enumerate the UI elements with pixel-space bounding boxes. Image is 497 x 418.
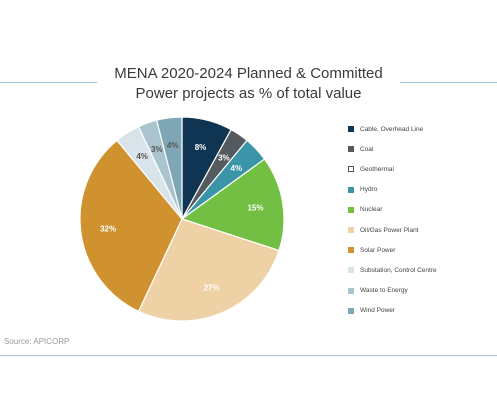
legend-item-wind-power: Wind Power xyxy=(348,306,488,316)
bottom-rule xyxy=(0,355,497,356)
chart-title-line-1: MENA 2020-2024 Planned & Committed xyxy=(114,65,383,82)
legend-swatch xyxy=(348,267,354,274)
legend-label: Nuclear xyxy=(360,206,383,214)
legend-swatch xyxy=(348,227,354,233)
legend-label: Hydro xyxy=(360,186,378,194)
chart-title-line-2: Power projects as % of total value xyxy=(135,85,362,102)
legend-swatch xyxy=(348,166,354,173)
legend-item-nuclear: Nuclear xyxy=(348,205,488,215)
data-label-nuclear: 15% xyxy=(247,203,263,212)
title-rule-right xyxy=(400,82,497,83)
legend-label: Oil/Gas Power Plant xyxy=(360,226,419,234)
legend-swatch xyxy=(348,146,354,153)
legend-swatch xyxy=(348,247,354,254)
legend-item-cable-overhead-line: Cable, Overhead Line xyxy=(348,124,488,134)
data-label-solar-power: 32% xyxy=(100,224,116,233)
slice-oil-gas-power-plant xyxy=(137,218,280,322)
legend-swatch xyxy=(348,206,354,213)
source-note: Source: APICORP xyxy=(4,337,70,346)
legend-swatch xyxy=(348,186,354,193)
legend-label: Wind Power xyxy=(360,307,396,315)
data-label-coal: 3% xyxy=(218,153,230,162)
legend-label: Waste to Energy xyxy=(360,287,408,295)
data-label-substation-control-centre: 4% xyxy=(136,152,148,161)
legend-item-waste-to-energy: Waste to Energy xyxy=(348,286,488,296)
legend-label: Cable, Overhead Line xyxy=(360,125,424,133)
chart-title: MENA 2020-2024 Planned & Committed Power… xyxy=(0,64,497,104)
legend-swatch xyxy=(348,307,354,314)
slice-nuclear xyxy=(180,158,285,252)
legend-item-substation-control-centre: Substation, Control Centre xyxy=(348,265,488,275)
legend-item-coal: Coal xyxy=(348,144,488,154)
data-label-wind-power: 4% xyxy=(167,141,179,150)
data-label-waste-to-energy: 3% xyxy=(151,145,163,154)
legend-item-hydro: Hydro xyxy=(348,185,488,195)
slice-solar-power xyxy=(79,139,183,313)
legend-label: Solar Power xyxy=(360,246,396,254)
data-label-oil-gas-power-plant: 27% xyxy=(204,283,220,292)
data-label-hydro: 4% xyxy=(231,164,243,173)
legend-item-geothermal: Geothermal xyxy=(348,164,488,174)
data-label-cable-overhead-line: 8% xyxy=(195,143,207,152)
legend-item-solar-power: Solar Power xyxy=(348,245,488,255)
legend-swatch xyxy=(348,287,354,294)
legend-label: Geothermal xyxy=(360,165,394,173)
legend-label: Substation, Control Centre xyxy=(360,266,437,274)
legend-swatch xyxy=(348,126,354,132)
slice-wind-power xyxy=(155,116,183,220)
legend-item-oil-gas-power-plant: Oil/Gas Power Plant xyxy=(348,225,488,235)
legend-label: Coal xyxy=(360,145,374,153)
title-rule-left xyxy=(0,82,97,83)
